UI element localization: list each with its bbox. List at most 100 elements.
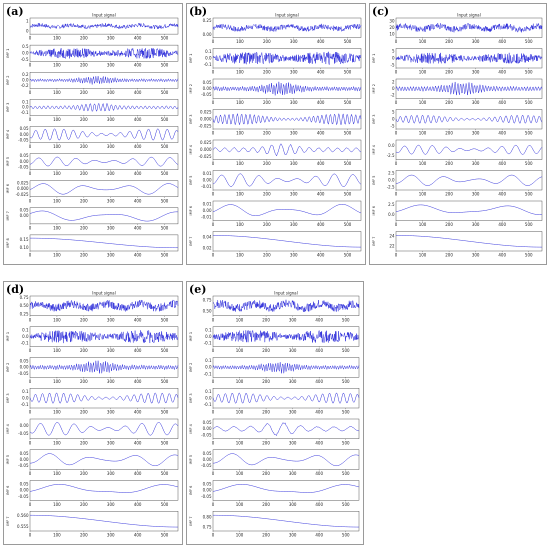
subplot-frame bbox=[395, 200, 543, 221]
subplot-frame bbox=[212, 170, 362, 191]
panel-d: Input signal 0.75 0.50 0.25 0 100 200 300 400 500… bbox=[3, 281, 183, 545]
subplot-frame bbox=[29, 153, 179, 170]
y-tick-label: 0.00 bbox=[20, 159, 29, 164]
y-tick-label: 0.05 bbox=[203, 420, 212, 425]
x-tick-label: 0 bbox=[212, 471, 215, 476]
x-tick-label: 500 bbox=[525, 100, 533, 105]
x-tick-label: 200 bbox=[80, 471, 88, 476]
y-tick-label: 24 bbox=[389, 234, 395, 239]
x-tick-label: 0 bbox=[212, 502, 215, 507]
x-tick-label: 300 bbox=[107, 502, 115, 507]
x-tick-label: 400 bbox=[134, 502, 142, 507]
y-tick-label: 0.0 bbox=[205, 365, 212, 370]
series-line bbox=[212, 23, 362, 33]
y-tick-label: 0.00 bbox=[203, 426, 212, 431]
y-tick-label: 0.05 bbox=[20, 482, 29, 487]
subplot-ylabel: IMF 6 bbox=[189, 206, 193, 215]
x-tick-label: 300 bbox=[107, 171, 115, 176]
subplot-ylabel: IMF 2 bbox=[6, 363, 10, 372]
x-tick-label: 500 bbox=[161, 198, 169, 203]
x-tick-label: 500 bbox=[161, 171, 169, 176]
x-tick-label: 100 bbox=[236, 161, 244, 166]
x-tick-label: 0 bbox=[395, 161, 398, 166]
x-tick-label: 100 bbox=[236, 379, 244, 384]
y-tick-label: 0 bbox=[392, 86, 395, 91]
x-tick-label: 200 bbox=[80, 198, 88, 203]
x-tick-label: 200 bbox=[262, 410, 270, 415]
x-tick-label: 100 bbox=[53, 171, 61, 176]
y-tick-label: 0.02 bbox=[203, 246, 212, 251]
series-line bbox=[30, 237, 178, 249]
y-tick-label: 0.1 bbox=[22, 389, 29, 394]
x-tick-label: 500 bbox=[525, 70, 533, 75]
x-tick-label: 0 bbox=[395, 70, 398, 75]
x-tick-label: 0 bbox=[29, 440, 32, 445]
x-tick-label: 100 bbox=[419, 161, 427, 166]
subplot-title: Input signal bbox=[275, 13, 298, 18]
x-tick-label: 100 bbox=[53, 533, 61, 538]
x-tick-label: 0 bbox=[29, 90, 32, 95]
subplot-frame bbox=[29, 234, 179, 252]
x-tick-label: 0 bbox=[29, 379, 32, 384]
x-tick-label: 0 bbox=[395, 192, 398, 197]
subplot-frame bbox=[29, 295, 179, 316]
y-tick-label: 0.1 bbox=[205, 49, 212, 54]
x-tick-label: 400 bbox=[134, 171, 142, 176]
x-tick-label: 200 bbox=[445, 70, 453, 75]
x-tick-label: 0 bbox=[212, 39, 215, 44]
x-tick-label: 200 bbox=[80, 440, 88, 445]
y-tick-label: 0.00 bbox=[203, 86, 212, 91]
x-tick-label: 400 bbox=[134, 90, 142, 95]
x-tick-label: 200 bbox=[262, 471, 270, 476]
x-tick-label: 200 bbox=[263, 39, 271, 44]
series-line bbox=[212, 392, 360, 404]
y-tick-label: 0.05 bbox=[20, 359, 29, 364]
x-tick-label: 100 bbox=[236, 39, 244, 44]
x-tick-label: 0 bbox=[212, 533, 215, 538]
x-tick-label: 100 bbox=[53, 253, 61, 258]
subplot-ylabel: IMF 7 bbox=[189, 516, 193, 525]
y-tick-label: 0.000 bbox=[17, 186, 29, 191]
series-line bbox=[395, 174, 543, 186]
x-tick-label: 0 bbox=[212, 100, 215, 105]
y-tick-label: 0.00 bbox=[20, 488, 29, 493]
x-tick-label: 400 bbox=[317, 253, 325, 258]
x-tick-label: 400 bbox=[134, 253, 142, 258]
y-tick-label: 0.00 bbox=[20, 457, 29, 462]
subplot-ylabel: IMF 1 bbox=[189, 332, 193, 341]
subplot-ylabel: IMF 5 bbox=[189, 176, 193, 185]
y-tick-label: 0.1 bbox=[205, 327, 212, 332]
x-tick-label: 400 bbox=[498, 100, 506, 105]
subplot-title: Input signal bbox=[457, 13, 480, 18]
x-tick-label: 0 bbox=[212, 410, 215, 415]
y-tick-label: -0.1 bbox=[204, 62, 212, 67]
x-tick-label: 400 bbox=[498, 161, 506, 166]
x-tick-label: 400 bbox=[134, 117, 142, 122]
x-tick-label: 200 bbox=[445, 39, 453, 44]
y-tick-label: -0.05 bbox=[201, 432, 212, 437]
y-tick-label: 0.025 bbox=[200, 140, 212, 145]
series-line bbox=[395, 52, 543, 65]
x-tick-label: 300 bbox=[290, 161, 298, 166]
x-tick-label: 0 bbox=[395, 131, 398, 136]
series-line bbox=[212, 113, 362, 126]
x-tick-label: 0 bbox=[212, 253, 215, 258]
x-tick-label: 300 bbox=[107, 348, 115, 353]
x-tick-label: 200 bbox=[445, 253, 453, 258]
subplot-ylabel: IMF 3 bbox=[189, 115, 193, 124]
x-tick-label: 0 bbox=[212, 440, 215, 445]
x-tick-label: 300 bbox=[107, 198, 115, 203]
panel-c-label: (c) bbox=[372, 5, 390, 18]
x-tick-label: 100 bbox=[419, 253, 427, 258]
x-tick-label: 0 bbox=[212, 192, 215, 197]
x-tick-label: 0 bbox=[212, 222, 215, 227]
x-tick-label: 500 bbox=[161, 117, 169, 122]
y-tick-label: -0.05 bbox=[18, 165, 29, 170]
x-tick-label: 500 bbox=[161, 225, 169, 230]
y-tick-label: 0.0 bbox=[22, 395, 29, 400]
y-tick-label: 0.75 bbox=[203, 298, 212, 303]
x-tick-label: 100 bbox=[53, 63, 61, 68]
x-tick-label: 200 bbox=[263, 70, 271, 75]
x-tick-label: 100 bbox=[419, 192, 427, 197]
